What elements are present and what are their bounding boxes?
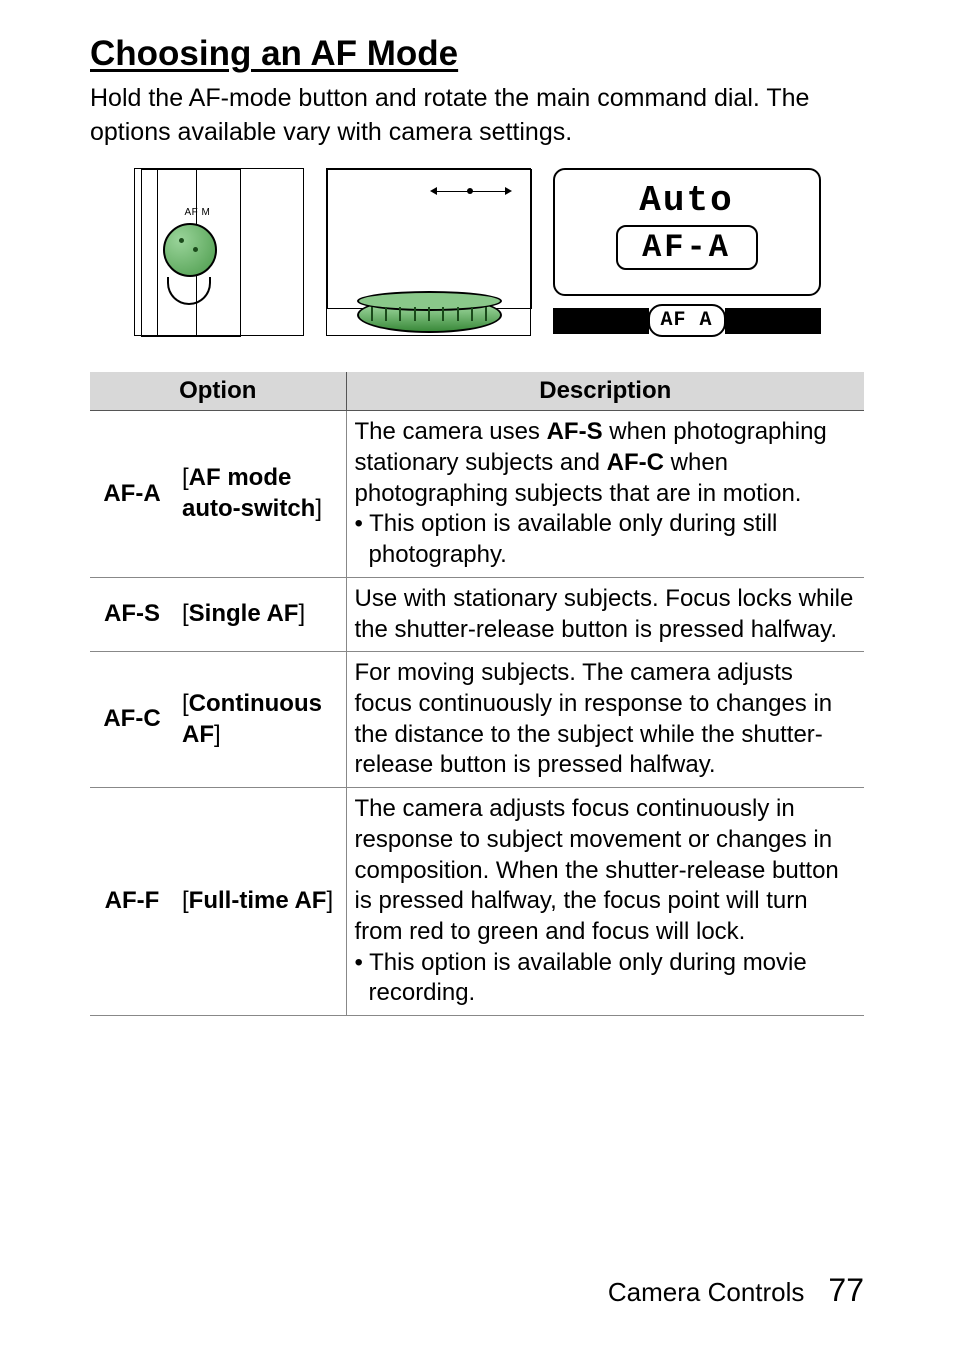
- af-m-label: AF M: [185, 207, 211, 218]
- af-mode-code: AF-C: [90, 652, 174, 788]
- af-mode-code: AF-F: [90, 788, 174, 1016]
- af-mode-name: [Continuous AF]: [174, 652, 346, 788]
- section-heading: Choosing an AF Mode: [90, 34, 864, 74]
- footer-page-number: 77: [828, 1272, 864, 1309]
- diagram-af-button: AF M: [134, 168, 304, 336]
- viewfinder-af-label: AF A: [651, 307, 723, 334]
- diagram-row: AF M Auto AF-A AF A: [90, 168, 864, 340]
- af-mode-description: For moving subjects. The camera adjusts …: [346, 652, 864, 788]
- display-af-mode: AF-A: [616, 225, 758, 270]
- table-row: AF-S [Single AF] Use with stationary sub…: [90, 577, 864, 651]
- display-panel-stack: Auto AF-A AF A: [553, 168, 821, 340]
- table-row: AF-C [Continuous AF] For moving subjects…: [90, 652, 864, 788]
- page-footer: Camera Controls 77: [608, 1272, 864, 1309]
- af-mode-description: Use with stationary subjects. Focus lock…: [346, 577, 864, 651]
- af-mode-name: [AF mode auto-switch]: [174, 411, 346, 578]
- af-mode-name: [Full-time AF]: [174, 788, 346, 1016]
- control-panel-display: Auto AF-A: [553, 168, 821, 296]
- table-header-description: Description: [346, 372, 864, 411]
- viewfinder-display: AF A: [553, 302, 821, 340]
- table-row: AF-F [Full-time AF] The camera adjusts f…: [90, 788, 864, 1016]
- footer-section-name: Camera Controls: [608, 1277, 805, 1308]
- display-mode-text: Auto: [571, 180, 803, 221]
- table-row: AF-A [AF mode auto-switch] The camera us…: [90, 411, 864, 578]
- af-mode-description: The camera uses AF-S when photographing …: [346, 411, 864, 578]
- af-mode-name: [Single AF]: [174, 577, 346, 651]
- diagram-command-dial: [326, 168, 531, 336]
- af-mode-table: Option Description AF-A [AF mode auto-sw…: [90, 372, 864, 1017]
- af-mode-description: The camera adjusts focus continuously in…: [346, 788, 864, 1016]
- table-header-option: Option: [90, 372, 346, 411]
- af-mode-code: AF-A: [90, 411, 174, 578]
- af-mode-code: AF-S: [90, 577, 174, 651]
- command-dial-icon: [357, 285, 502, 333]
- intro-paragraph: Hold the AF-mode button and rotate the m…: [90, 82, 864, 150]
